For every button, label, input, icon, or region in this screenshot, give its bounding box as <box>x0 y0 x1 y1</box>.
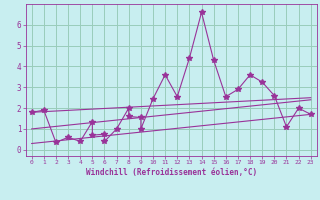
X-axis label: Windchill (Refroidissement éolien,°C): Windchill (Refroidissement éolien,°C) <box>86 168 257 177</box>
